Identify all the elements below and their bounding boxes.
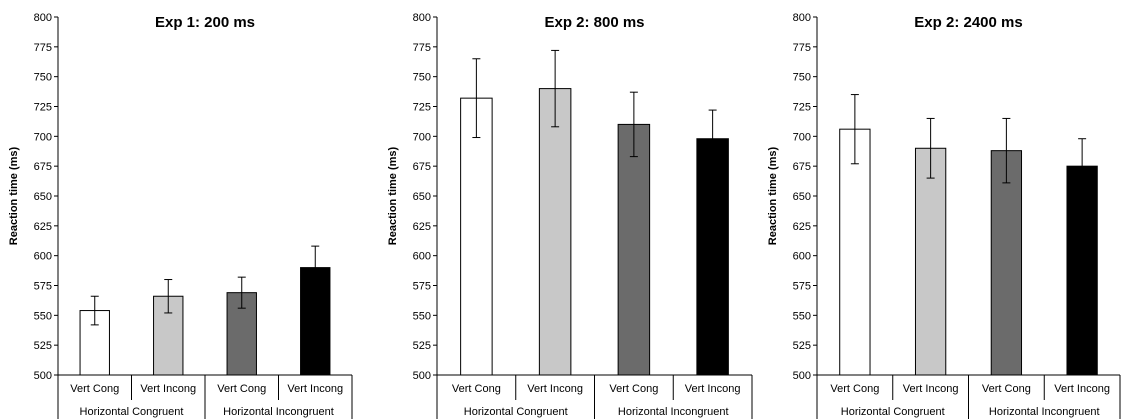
y-tick-label: 550 — [34, 310, 52, 322]
x-category-label: Vert Incong — [140, 383, 196, 395]
y-tick-label: 625 — [34, 221, 52, 233]
y-tick-label: 725 — [413, 102, 431, 114]
y-tick-label: 600 — [793, 251, 811, 263]
x-category-label: Vert Cong — [830, 383, 879, 395]
x-group-label: Horizontal Incongruent — [989, 406, 1100, 418]
bar — [914, 147, 947, 376]
y-tick-label: 800 — [34, 12, 52, 24]
y-tick-label: 525 — [793, 340, 811, 352]
y-tick-label: 675 — [34, 161, 52, 173]
bar — [460, 97, 493, 376]
y-tick-label: 675 — [413, 161, 431, 173]
x-category-label: Vert Incong — [287, 383, 343, 395]
y-tick-label: 600 — [413, 251, 431, 263]
y-tick-label: 525 — [34, 340, 52, 352]
x-group-label: Horizontal Congruent — [80, 406, 184, 418]
y-tick-label: 750 — [413, 72, 431, 84]
y-tick-label: 500 — [34, 370, 52, 382]
y-tick-label: 550 — [413, 310, 431, 322]
y-tick-label: 675 — [793, 161, 811, 173]
y-tick-label: 650 — [413, 191, 431, 203]
x-group-label: Horizontal Congruent — [464, 406, 568, 418]
y-tick-label: 725 — [793, 102, 811, 114]
chart-title: Exp 2: 800 ms — [544, 14, 644, 31]
y-tick-label: 775 — [793, 42, 811, 54]
bar — [538, 88, 572, 376]
y-axis-label: Reaction time (ms) — [767, 146, 779, 245]
x-category-label: Vert Incong — [527, 383, 583, 395]
y-tick-label: 625 — [793, 221, 811, 233]
y-tick-label: 500 — [413, 370, 431, 382]
y-tick-label: 775 — [34, 42, 52, 54]
x-category-label: Vert Cong — [217, 383, 266, 395]
x-group-label: Horizontal Incongruent — [223, 406, 334, 418]
chart-title: Exp 1: 200 ms — [155, 14, 255, 31]
x-category-label: Vert Incong — [1054, 383, 1110, 395]
x-category-label: Vert Cong — [982, 383, 1031, 395]
y-tick-label: 750 — [793, 72, 811, 84]
x-category-label: Vert Incong — [685, 383, 741, 395]
y-tick-label: 700 — [413, 131, 431, 143]
y-axis-label: Reaction time (ms) — [387, 146, 399, 245]
bar — [1066, 165, 1098, 376]
x-category-label: Vert Cong — [452, 383, 501, 395]
x-group-label: Horizontal Incongruent — [618, 406, 729, 418]
y-tick-label: 650 — [34, 191, 52, 203]
y-tick-label: 575 — [34, 281, 52, 293]
bar — [617, 123, 651, 376]
bar — [226, 292, 257, 376]
y-tick-label: 575 — [793, 281, 811, 293]
x-category-label: Vert Cong — [609, 383, 658, 395]
y-tick-label: 525 — [413, 340, 431, 352]
x-category-label: Vert Incong — [903, 383, 959, 395]
y-tick-label: 750 — [34, 72, 52, 84]
x-group-label: Horizontal Congruent — [841, 406, 945, 418]
chart-panel-2: Exp 2: 800 ms Reaction time (ms) 500 525 550… — [387, 12, 753, 419]
y-tick-label: 625 — [413, 221, 431, 233]
y-tick-label: 700 — [34, 131, 52, 143]
y-axis-label: Reaction time (ms) — [8, 146, 20, 245]
y-tick-label: 800 — [413, 12, 431, 24]
bar — [696, 138, 729, 376]
y-tick-label: 775 — [413, 42, 431, 54]
chart-panel-1: Exp 1: 200 ms Reaction time (ms) 500 525 550… — [8, 12, 353, 419]
y-tick-label: 650 — [793, 191, 811, 203]
bar — [990, 150, 1023, 376]
y-tick-label: 600 — [34, 251, 52, 263]
y-tick-label: 575 — [413, 281, 431, 293]
y-tick-label: 500 — [793, 370, 811, 382]
chart-panel-3: Exp 2: 2400 ms Reaction time (ms) 500 525 55… — [767, 12, 1121, 419]
y-tick-label: 800 — [793, 12, 811, 24]
y-tick-label: 700 — [793, 131, 811, 143]
y-tick-label: 725 — [34, 102, 52, 114]
bar — [839, 128, 871, 376]
y-tick-label: 550 — [793, 310, 811, 322]
x-category-label: Vert Cong — [70, 383, 119, 395]
chart-title: Exp 2: 2400 ms — [914, 14, 1022, 31]
